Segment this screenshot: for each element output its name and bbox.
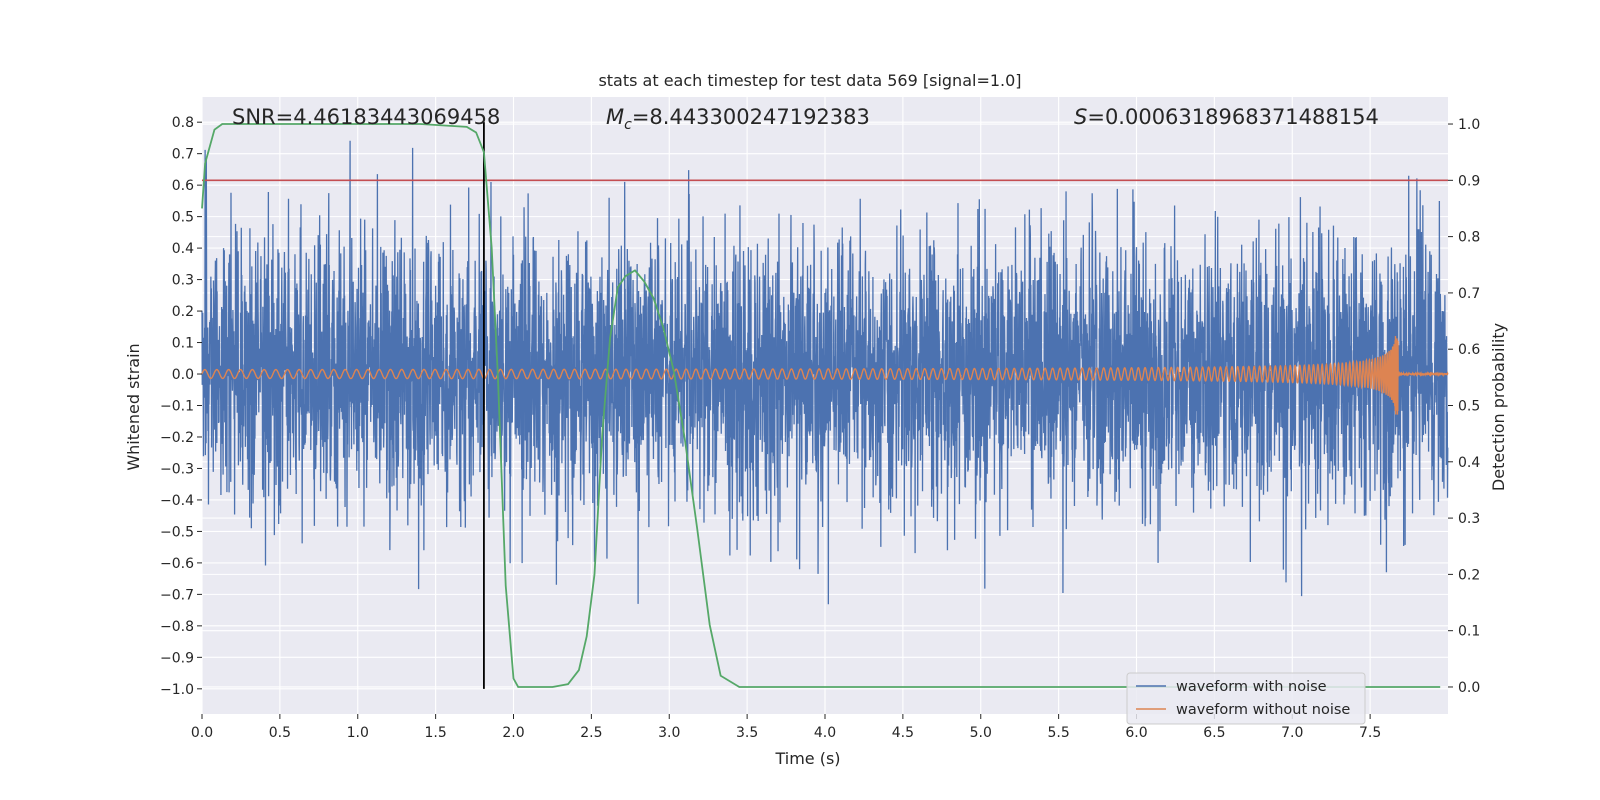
y-tick-label-left: −0.6 xyxy=(160,556,194,572)
y-tick-label-left: −0.1 xyxy=(160,399,194,415)
y-tick-label-left: −0.5 xyxy=(160,524,194,540)
y-tick-label-left: 0.2 xyxy=(172,304,194,320)
y-tick-label-right: 0.9 xyxy=(1458,173,1480,189)
x-tick-label: 0.0 xyxy=(191,725,213,741)
y-axis-label-right: Detection probability xyxy=(1489,323,1508,491)
y-tick-label-left: −0.4 xyxy=(160,493,194,509)
y-tick-label-left: 0.3 xyxy=(172,273,194,289)
y-tick-label-right: 0.2 xyxy=(1458,567,1480,583)
y-tick-label-right: 0.3 xyxy=(1458,511,1480,527)
x-tick-label: 0.5 xyxy=(269,725,291,741)
chart-title: stats at each timestep for test data 569… xyxy=(598,71,1021,90)
y-tick-label-left: −1.0 xyxy=(160,682,194,698)
legend-label-noise: waveform with noise xyxy=(1176,679,1327,695)
y-tick-label-left: −0.7 xyxy=(160,587,194,603)
series-waveform-without-noise xyxy=(201,336,1449,415)
x-tick-label: 4.5 xyxy=(892,725,914,741)
x-tick-label: 2.5 xyxy=(580,725,602,741)
y-tick-label-left: 0.1 xyxy=(172,336,194,352)
chirp-mass-value: =8.443300247192383 xyxy=(632,105,870,129)
y-tick-label-right: 0.6 xyxy=(1458,342,1480,358)
y-tick-label-left: 0.8 xyxy=(172,115,194,131)
y-tick-label-right: 0.7 xyxy=(1458,286,1480,302)
y-tick-label-right: 1.0 xyxy=(1458,117,1480,133)
series-waveform-with-noise xyxy=(201,140,1449,605)
x-tick-label: 3.5 xyxy=(736,725,758,741)
x-tick-label: 1.0 xyxy=(347,725,369,741)
legend: waveform with noise waveform without noi… xyxy=(1126,672,1366,725)
y-tick-label-left: 0.4 xyxy=(172,241,194,257)
x-tick-label: 5.5 xyxy=(1047,725,1069,741)
y-tick-label-right: 0.1 xyxy=(1458,624,1480,640)
x-tick-label: 6.5 xyxy=(1203,725,1225,741)
legend-box xyxy=(1126,672,1366,725)
x-tick-label: 7.0 xyxy=(1281,725,1303,741)
x-tick-label: 2.0 xyxy=(502,725,524,741)
x-tick-label: 7.5 xyxy=(1359,725,1381,741)
y-tick-label-left: −0.3 xyxy=(160,461,194,477)
y-tick-label-right: 0.8 xyxy=(1458,230,1480,246)
y-tick-label-left: −0.9 xyxy=(160,650,194,666)
snr-annotation: SNR=4.46183443069458 xyxy=(232,105,500,129)
y-tick-label-right: 0.5 xyxy=(1458,399,1480,415)
x-tick-label: 4.0 xyxy=(814,725,836,741)
x-axis-label: Time (s) xyxy=(774,749,840,768)
y-tick-label-right: 0.0 xyxy=(1458,680,1480,696)
s-value: =0.0006318968371488154 xyxy=(1087,105,1379,129)
chirp-mass-subscript: c xyxy=(624,117,632,133)
y-axis-label-left: Whitened strain xyxy=(124,343,143,470)
series-detection-probability xyxy=(201,123,1441,688)
s-symbol: S xyxy=(1074,105,1087,129)
y-tick-label-left: 0.0 xyxy=(172,367,194,383)
y-tick-label-left: −0.8 xyxy=(160,619,194,635)
y-tick-label-left: −0.2 xyxy=(160,430,194,446)
axis-ticks: 0.0 0.5 1.0 1.5 2.0 2.5 3.0 3.5 4.0 4.5 5.0 5.5 6.0 6… xyxy=(160,115,1480,741)
x-tick-label: 3.0 xyxy=(658,725,680,741)
x-tick-label: 5.0 xyxy=(970,725,992,741)
chirp-mass-annotation: Mc=8.443300247192383 xyxy=(606,105,870,133)
y-tick-label-left: 0.7 xyxy=(172,147,194,163)
x-tick-label: 1.5 xyxy=(424,725,446,741)
chirp-mass-symbol: M xyxy=(606,105,624,129)
x-tick-label: 6.0 xyxy=(1125,725,1147,741)
legend-label-clean: waveform without noise xyxy=(1176,702,1350,718)
chart-marks xyxy=(201,122,1449,689)
y-tick-label-left: 0.5 xyxy=(172,210,194,226)
y-tick-label-right: 0.4 xyxy=(1458,455,1480,471)
s-annotation: S=0.0006318968371488154 xyxy=(1074,105,1379,129)
y-tick-label-left: 0.6 xyxy=(172,178,194,194)
